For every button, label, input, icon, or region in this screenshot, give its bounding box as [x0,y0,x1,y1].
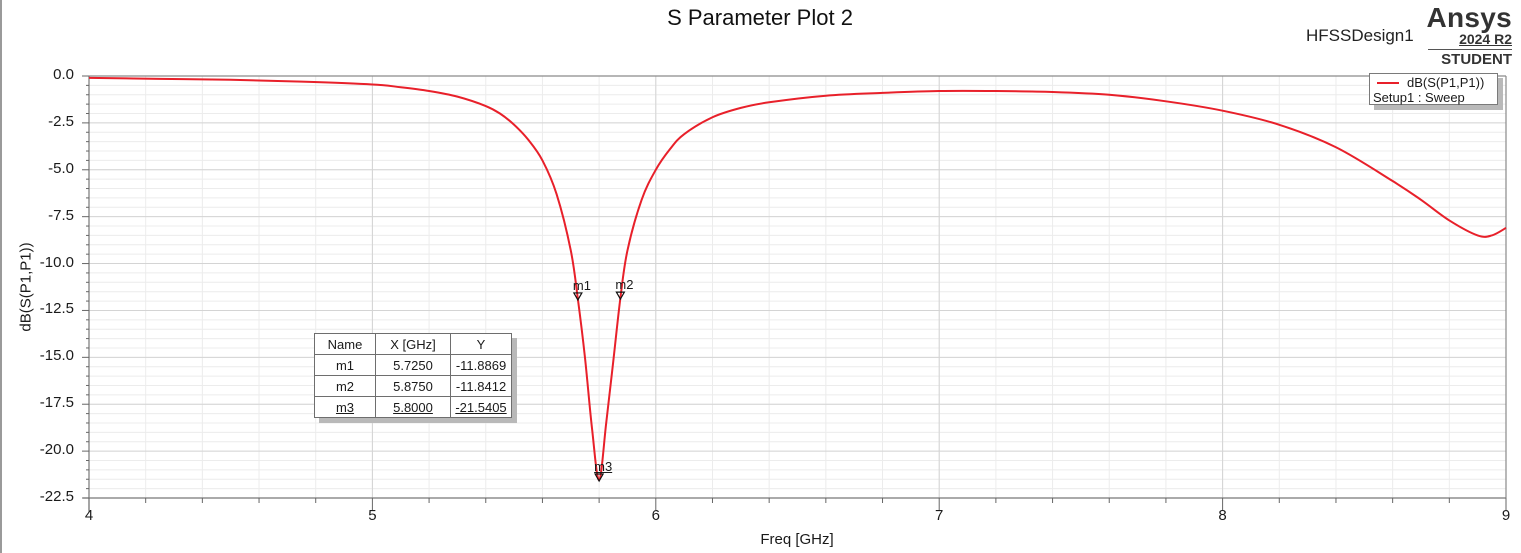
marker-table[interactable]: Name X [GHz] Y m1 5.7250 -11.8869 m2 5.8… [314,333,512,418]
y-tick-label: 0.0 [53,66,74,83]
marker-table-header: Name X [GHz] Y [314,333,512,355]
x-tick-label: 6 [651,507,660,524]
brand-version: 2024 R2 [1459,31,1512,47]
y-tick-label: -12.5 [39,300,74,318]
y-tick-label: -10.0 [39,253,74,271]
marker-name: m1 [314,354,376,376]
ansys-logo: Ansys 2024 R2 STUDENT [1424,4,1512,68]
marker-y: -11.8412 [450,375,512,397]
marker-triangle-icon[interactable] [594,473,605,483]
brand-edition: STUDENT [1441,51,1512,68]
y-tick-label: -22.5 [39,488,74,505]
brand-name: Ansys [1426,2,1512,33]
y-axis-label: dB(S(P1,P1)) [17,242,35,332]
marker-label-m2[interactable]: m2 [615,277,634,293]
marker-label-m1[interactable]: m1 [572,277,591,293]
marker-label-m3[interactable]: m3 [594,459,613,474]
marker-name: m2 [314,375,376,397]
y-tick-label: -5.0 [48,159,74,177]
y-tick-label: -2.5 [48,112,74,130]
x-tick-label: 5 [368,507,377,524]
trace-line[interactable] [88,76,1507,481]
plot-title: S Parameter Plot 2 [667,5,853,30]
marker-y: -21.5405 [455,399,507,415]
brand-divider [1428,49,1512,50]
x-tick-label: 4 [84,507,94,524]
header-y: Y [450,333,512,355]
header-name: Name [314,333,376,355]
x-tick-label: 8 [1218,507,1227,524]
marker-triangle-icon[interactable] [572,292,583,302]
legend-trace-name: dB(S(P1,P1)) [1407,75,1485,90]
x-tick-label: 7 [935,507,944,524]
marker-triangle-icon[interactable] [615,291,626,301]
x-axis-label: Freq [GHz] [760,531,834,548]
marker-x: 5.8750 [375,375,451,397]
marker-x: 5.8000 [393,399,433,415]
y-tick-label: -7.5 [48,206,74,224]
window-left-border [0,0,2,553]
marker-y: -11.8869 [450,354,512,376]
x-tick-label: 9 [1501,507,1511,524]
marker-row-m1[interactable]: m1 5.7250 -11.8869 [314,354,512,376]
design-name: HFSSDesign1 [1306,26,1414,45]
y-tick-label: -20.0 [39,441,74,459]
marker-row-m3[interactable]: m3 5.8000 -21.5405 [314,396,512,418]
marker-row-m2[interactable]: m2 5.8750 -11.8412 [314,375,512,397]
marker-x: 5.7250 [375,354,451,376]
legend[interactable]: dB(S(P1,P1)) Setup1 : Sweep [1369,73,1498,105]
y-tick-label: -15.0 [39,347,74,365]
header-x: X [GHz] [375,333,451,355]
marker-name: m3 [335,399,355,415]
legend-line-swatch [1377,81,1399,84]
legend-sweep-name: Setup1 : Sweep [1373,90,1465,105]
y-tick-label: -17.5 [39,394,74,412]
